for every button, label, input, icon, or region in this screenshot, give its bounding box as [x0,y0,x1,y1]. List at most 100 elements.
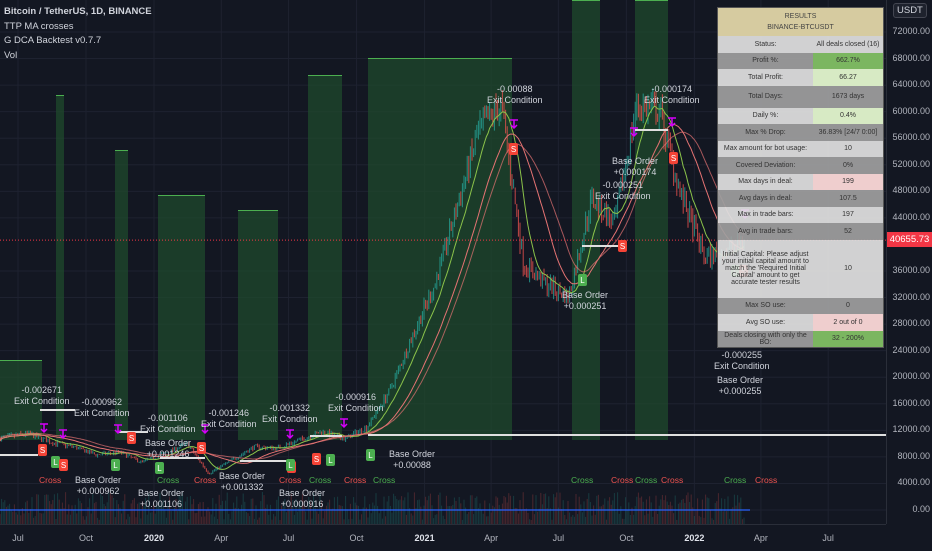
annotation-text: Base Order [717,375,764,385]
time-tick: Oct [78,533,94,543]
results-table: RESULTS BINANCE-BTCUSDT Status: All deals… [717,7,884,348]
price-tick: 28000.00 [892,318,930,329]
time-tick: Jul [282,533,295,543]
time-tick: Apr [484,533,499,543]
price-tick: 48000.00 [892,185,930,196]
deal-zone [238,210,278,440]
buy-marker-box [578,274,587,286]
results-row: Avg days in deal: 107.5 [718,190,883,207]
buy-marker: L [578,274,587,286]
price-tick: 60000.00 [892,105,930,116]
results-pair: BINANCE-BTCUSDT [767,24,834,31]
time-tick: Apr [214,533,229,543]
cross-label: Cross [635,475,658,485]
results-key: Profit %: [752,57,779,65]
exit-marker-icon [668,117,676,128]
trade-annotation: -0.001106 Exit Condition [140,413,196,435]
marker-letter: L [113,461,118,470]
price-tick: 16000.00 [892,397,930,408]
trade-annotation: Base Order +0.001332 [219,471,265,493]
results-key: Avg days in deal: [738,194,793,202]
deal-zone [158,195,205,440]
buy-marker: L [111,459,120,471]
trade-annotation: -0.000916 Exit Condition [328,392,384,414]
results-row: Daily %: 0.4% [718,107,883,124]
results-value: 10 [844,265,852,272]
results-row: Avg in trade bars: 52 [718,223,883,240]
results-key: Total Days: [748,93,783,100]
indicator-dca-backtest[interactable]: G DCA Backtest v0.7.7 [4,35,102,46]
annotation-text: -0.000251 [602,180,644,190]
annotation-text: +0.000174 [613,167,657,177]
marker-letter: S [314,455,319,464]
cross-label: Cross [611,475,634,485]
marker-letter: S [61,461,66,470]
annotation-text: Exit Condition [714,361,770,371]
sell-marker: S [127,432,136,444]
results-row: Max in trade bars: 197 [718,206,883,223]
price-chart[interactable]: SLSSLSLLLLSSSSLSLS [0,0,886,524]
trade-annotation: Base Order +0.000255 [717,375,763,397]
sell-marker-box [509,143,518,155]
trade-annotation: -0.002671 Exit Condition [14,385,70,407]
annotation-text: +0.00088 [393,460,431,470]
annotation-text: +0.001106 [139,499,183,509]
trade-annotation: -0.000255 Exit Condition [714,350,770,372]
sell-marker-box [197,442,206,454]
currency-label[interactable]: USDT [893,3,927,18]
annotation-text: -0.001332 [269,403,311,413]
results-key: Max SO use: [745,302,786,310]
cross-label: Cross [755,475,778,485]
cross-label: Cross [571,475,594,485]
marker-letter: S [40,446,45,455]
cross-label: Cross [661,475,684,485]
annotation-text: +0.000916 [280,499,324,509]
sell-marker: S [59,459,68,471]
exit-marker-icon [286,429,294,440]
time-tick: Jul [12,533,24,543]
price-tick: 24000.00 [892,344,930,355]
cross-label: Cross [279,475,302,485]
results-row: Total Days: 1673 days [718,85,883,108]
results-value: 10 [844,145,852,153]
symbol-title[interactable]: Bitcoin / TetherUS, 1D, BINANCE [4,6,152,17]
indicator-volume[interactable]: Vol [4,49,18,61]
results-value: All deals closed (16) [816,40,880,48]
annotation-text: Base Order [279,488,326,498]
buy-marker: L [286,459,295,471]
annotation-text: +0.000255 [718,386,762,396]
buy-marker: L [155,462,164,474]
results-row: Avg SO use: 2 out of 0 [718,314,883,331]
annotation-text: -0.000962 [81,397,123,407]
annotation-text: -0.00088 [497,84,533,94]
buy-marker: L [51,456,60,468]
results-row: Profit %: 662.7% [718,52,883,69]
marker-letter: L [157,464,162,473]
ma-slow-line [0,123,745,464]
time-axis[interactable]: Jul Oct 2020 Apr Jul Oct 2021 Apr Jul Oct 2022 Apr J… [0,524,886,551]
deal-zone [56,95,64,440]
annotation-text: +0.000962 [76,486,120,496]
results-row: Deals closing with only the BO: 32 - 200% [718,330,883,347]
exit-marker-icon [40,423,48,434]
results-row: Max % Drop: 36.83% [24/7 0:00] [718,124,883,141]
exit-marker-icon [201,424,209,435]
price-tick: 36000.00 [892,265,930,275]
sell-marker-box [312,453,321,465]
results-row: Max amount for bot usage: 10 [718,140,883,157]
price-tick: 4000.00 [897,477,930,488]
ma-slow-line-2 [0,131,745,460]
deal-zone [635,0,668,440]
price-axis[interactable]: 72000.00 68000.00 64000.00 60000.00 56000.00… [886,0,932,524]
cross-label: Cross [344,475,367,485]
trade-annotation: Base Order +0.001106 [138,488,184,510]
results-value: 66.27 [813,69,883,86]
annotation-text: -0.002671 [21,385,63,395]
annotation-text: Base Order [75,475,122,485]
cross-label: Cross [157,475,180,485]
marker-letter: L [580,276,585,285]
deal-zone [368,58,512,440]
buy-marker-box [286,459,295,471]
indicator-ttp-ma[interactable]: TTP MA crosses [4,20,74,32]
results-row: Covered Deviation: 0% [718,157,883,174]
